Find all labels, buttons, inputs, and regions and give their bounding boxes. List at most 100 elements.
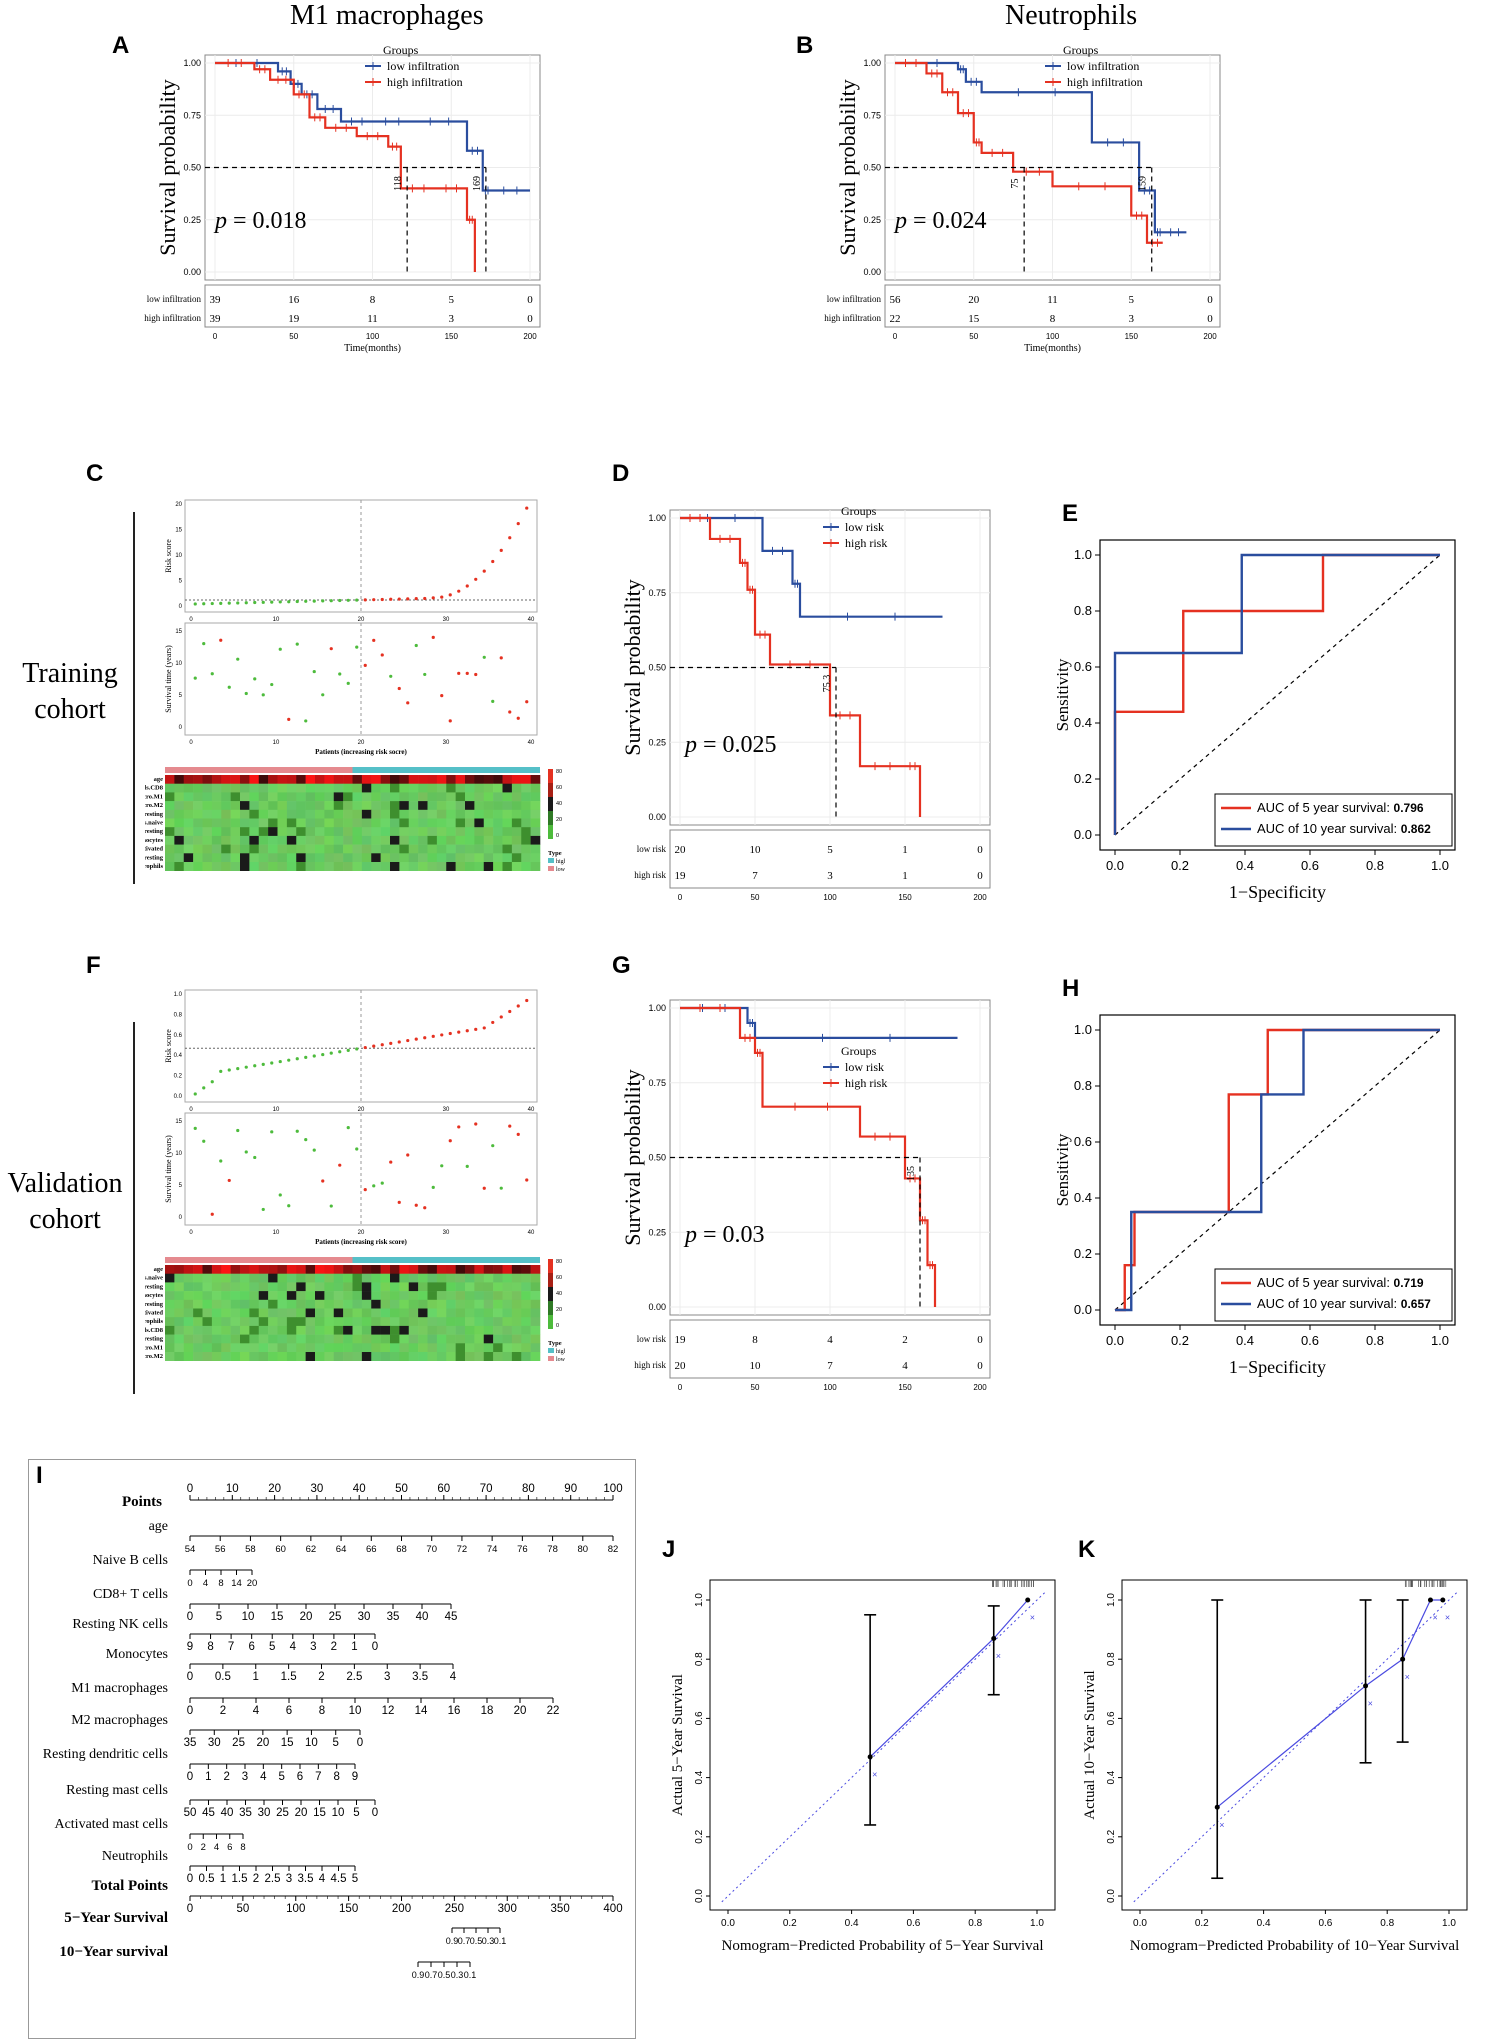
heatmap-cell [249,1291,260,1301]
heatmap-cell [296,818,306,828]
heatmap-cell [258,1299,269,1309]
heatmap-cell [230,801,241,811]
heatmap-cell [165,1282,175,1292]
nomogram-tick-label: 6 [297,1771,303,1783]
nomogram-row-label: Resting NK cells [72,1617,168,1632]
heatmap-cell [380,783,391,793]
heatmap-cell [352,783,363,793]
risk-score-point [202,602,206,606]
heatmap-cell [474,1299,485,1309]
heatmap-cell [202,792,213,802]
heatmap-cell [211,1273,222,1283]
risk-score-point [414,1037,418,1041]
risk-count: 20 [968,294,980,306]
heatmap-cell [324,801,335,811]
heatmap-cell [324,1273,335,1283]
heatmap-cell [511,853,522,863]
nomogram-tick-label: 40 [221,1807,234,1819]
color-scale-segment [548,1301,553,1315]
heatmap-cell [408,775,419,784]
heatmap-cell [211,1334,222,1344]
survival-time-point [261,693,265,697]
type-swatch-high [548,858,554,863]
heatmap-cell [343,827,353,837]
risk-score-point [508,1009,512,1014]
risk-score-point [474,577,478,581]
heatmap-cell [277,801,288,811]
legend-label: high risk [845,536,887,550]
x-tick-label: 100 [366,332,380,341]
survival-time-point [270,682,274,687]
risk-count: 0 [977,870,983,882]
km-curve-high-risk [680,516,922,817]
heatmap-cell [305,1265,316,1274]
heatmap-cell [174,783,185,793]
legend-label: low infiltration [1067,59,1139,73]
x-tick-label: 0.4 [845,1918,859,1929]
heatmap-cell [324,1317,335,1327]
heatmap-cell [258,1352,269,1361]
nomogram-tick-label: 35 [184,1737,197,1749]
score-y-tick: 15 [175,528,182,534]
heatmap-cell [165,1352,175,1361]
heatmap-cell [408,1308,419,1318]
survival-time-point [448,719,452,723]
heatmap-cell [493,1352,503,1361]
heatmap-cell [446,1334,456,1344]
time-x-tick: 40 [528,1230,535,1236]
risk-row-label: low risk [637,1334,667,1344]
survival-time-point [389,674,393,678]
heatmap-cell [502,1317,513,1327]
score-y-tick: 20 [175,502,182,508]
heatmap-cell [277,1352,288,1361]
survival-time-point [423,672,427,677]
heatmap-cell [390,1334,400,1344]
y-tick-label: 0.8 [694,1652,705,1666]
nomogram-tick-label: 25 [329,1611,342,1623]
x-tick-label: 50 [969,332,978,341]
nomogram-tick-label: 0 [372,1641,378,1653]
survival-time-point [287,717,291,721]
heatmap-cell [268,1291,278,1301]
nomogram-row-label: Resting mast cells [66,1783,168,1798]
heatmap-cell [521,1343,531,1353]
time-x-tick: 40 [528,740,535,746]
heatmap-cell [483,862,494,871]
heatmap-cell [390,801,400,811]
survival-time-point [363,663,367,667]
heatmap-cell [371,862,381,871]
heatmap-cell [352,1299,363,1309]
heatmap-cell [202,1308,213,1318]
y-tick-label: 1.00 [183,58,201,68]
heatmap-cell [174,1352,185,1361]
risk-score-point [491,559,495,564]
heatmap-cell [474,862,485,871]
heatmap-cell [530,783,541,793]
heatmap-cell [399,1334,410,1344]
heatmap-cell [258,1317,269,1327]
risk-score-point [389,597,393,601]
heatmap-cell [493,1291,503,1301]
calibration-point [991,1635,997,1641]
heatmap-cell [427,862,438,871]
score-x-tick: 40 [528,617,535,623]
risk-score-point [482,1026,486,1030]
heatmap-cell [521,1334,531,1344]
nomogram-tick-label: 1 [351,1641,357,1653]
y-axis-label: Survival probability [155,79,180,256]
heatmap-cell [277,1265,288,1274]
risk-score-point [423,596,427,601]
survival-time-point [338,672,342,676]
risk-count: 5 [827,844,833,856]
nomogram-tick-label: 4 [260,1771,267,1783]
heatmap-cell [268,792,278,802]
heatmap-cell [530,844,541,854]
nomogram-tick-label: 350 [551,1903,570,1915]
risk-score-point [499,548,503,552]
heatmap-cell [277,1291,288,1301]
heatmap-cell [371,844,381,854]
heatmap-cell [165,862,175,871]
heatmap-cell [174,801,185,811]
heatmap-cell [446,783,456,793]
heatmap-cell [296,1291,306,1301]
